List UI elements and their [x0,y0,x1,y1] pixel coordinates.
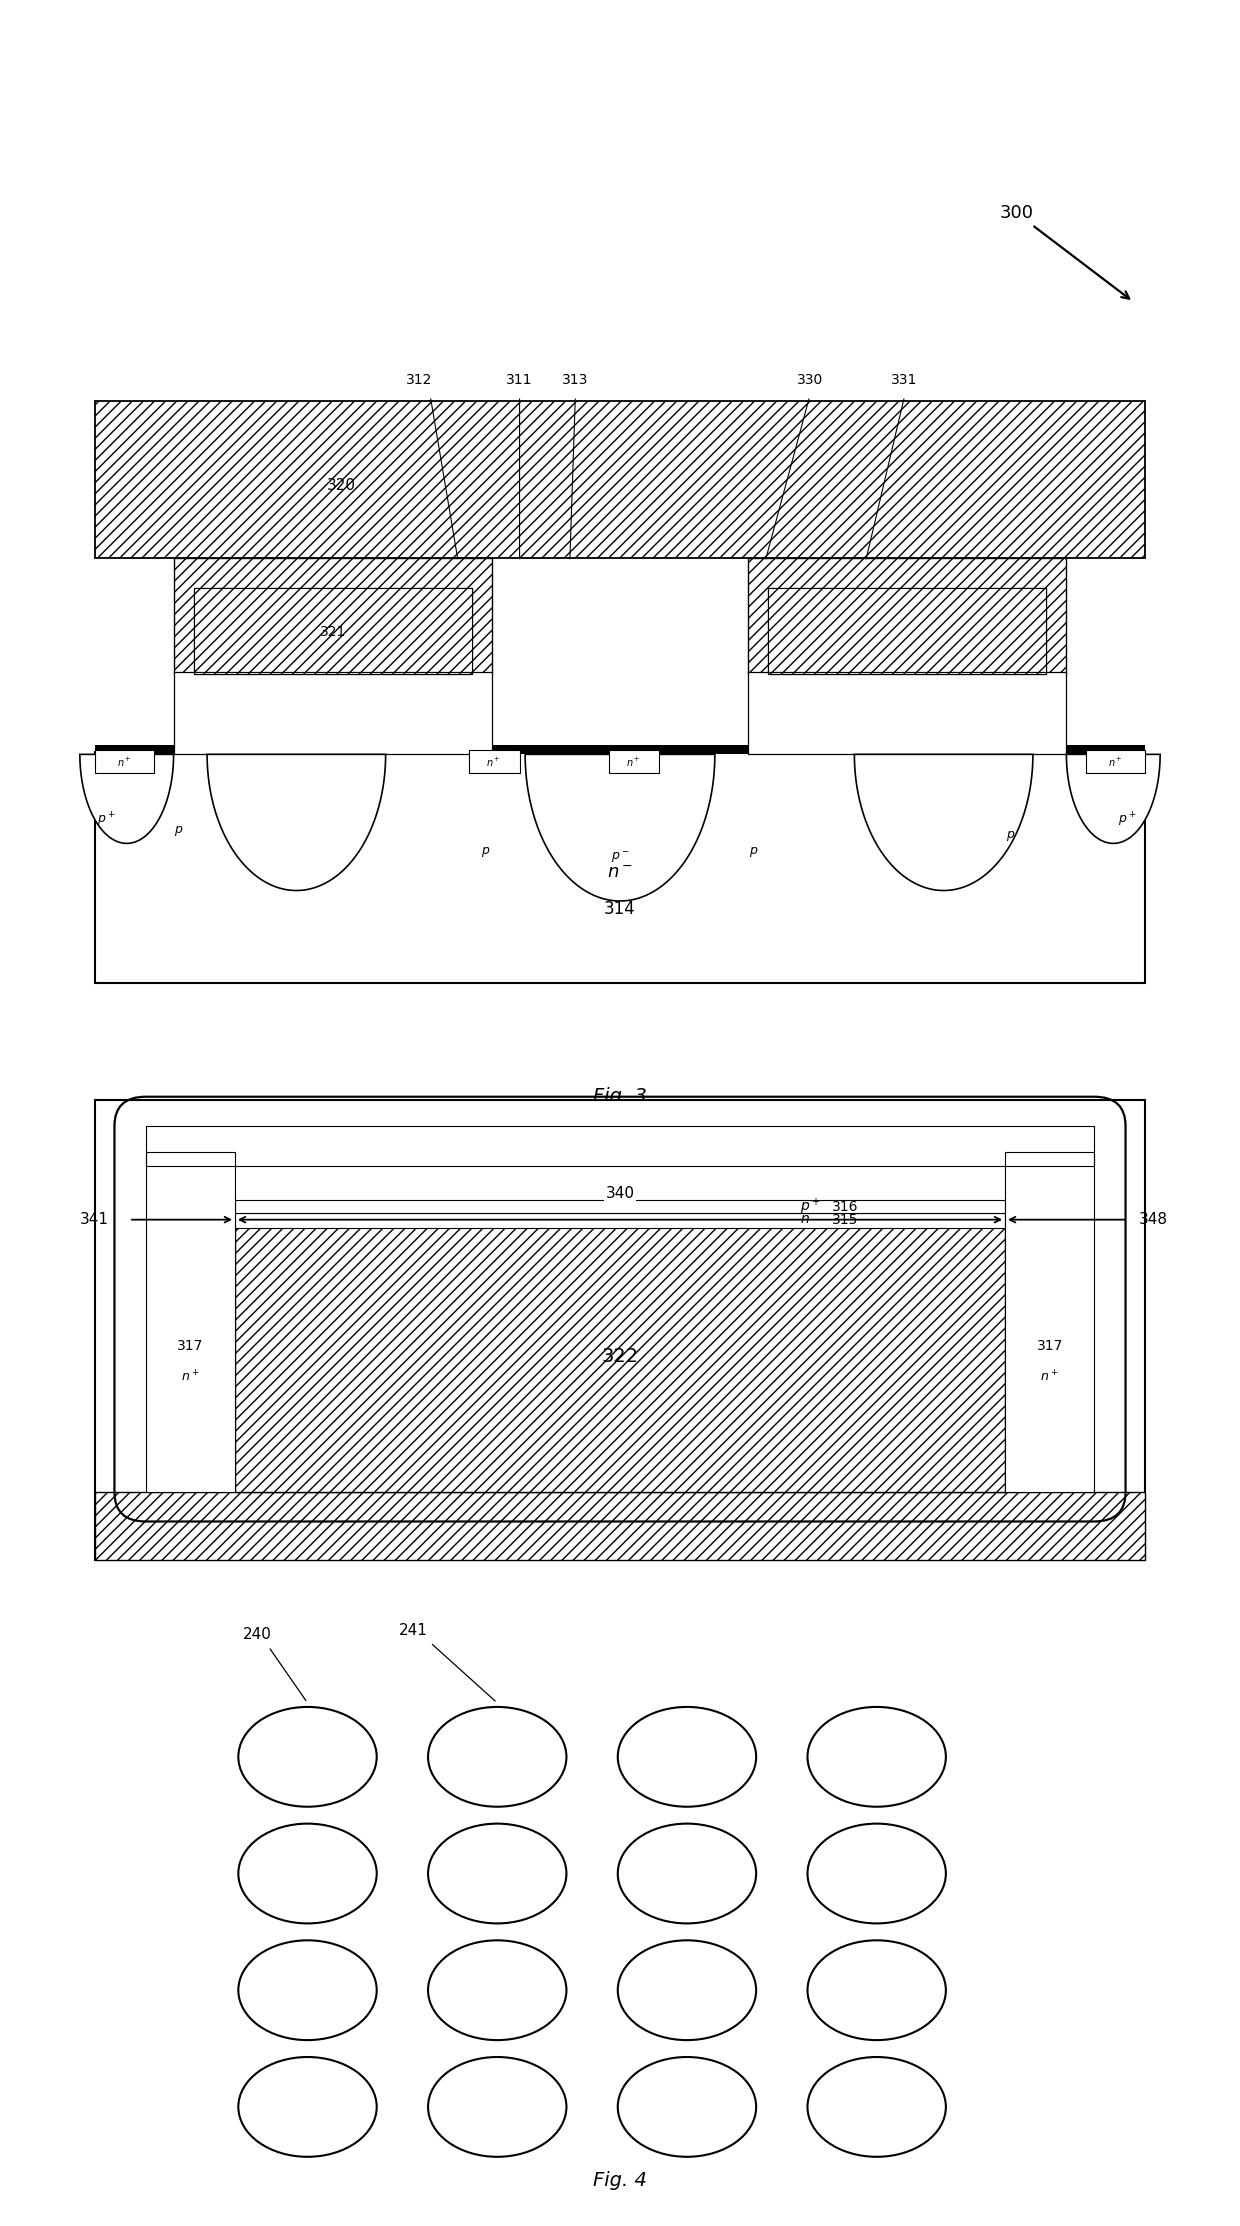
Circle shape [428,2057,567,2157]
Bar [769,588,1047,674]
Text: $n^+$: $n^+$ [486,757,501,770]
Text: 312: 312 [405,372,433,387]
Circle shape [618,2057,756,2157]
Text: 341: 341 [79,1213,109,1227]
Circle shape [238,1941,377,2039]
Bar [193,588,471,674]
Text: 313: 313 [562,372,589,387]
Bar [95,1100,1145,1560]
Text: 314: 314 [604,899,636,919]
Polygon shape [1066,755,1161,844]
Bar [146,1153,236,1491]
Text: 348: 348 [1140,1213,1168,1227]
Text: $p$: $p$ [749,846,759,859]
Bar [1086,750,1145,772]
Polygon shape [79,755,174,844]
Text: $n^+$: $n^+$ [1109,757,1123,770]
Circle shape [618,1941,756,2039]
Text: 321: 321 [320,626,346,639]
Text: 241: 241 [399,1623,428,1638]
Text: 300: 300 [999,205,1130,298]
Bar [174,559,492,674]
Bar [146,1126,1094,1166]
Bar [236,1213,1006,1227]
Circle shape [238,2057,377,2157]
Bar [236,1224,1006,1491]
Text: $n^+$: $n^+$ [117,757,131,770]
Bar [95,401,1145,559]
Circle shape [428,1823,567,1923]
Bar [174,672,492,755]
Bar [769,588,1047,674]
Bar [1004,1153,1095,1491]
Circle shape [807,1823,946,1923]
Text: 240: 240 [243,1627,272,1641]
Text: $p$: $p$ [1006,828,1016,844]
Circle shape [238,1707,377,1808]
Polygon shape [526,755,714,902]
Text: 317: 317 [1037,1338,1063,1353]
Text: $p^+$: $p^+$ [801,1195,821,1218]
Text: Fig. 3: Fig. 3 [593,1089,647,1106]
Text: $n^+$: $n^+$ [626,757,641,770]
Polygon shape [854,755,1033,890]
Circle shape [807,1941,946,2039]
Text: 315: 315 [832,1213,858,1227]
Bar [469,750,520,772]
Bar [609,750,660,772]
Text: $n^-$: $n^-$ [608,864,632,881]
Circle shape [618,1707,756,1808]
Circle shape [618,1823,756,1923]
Text: 317: 317 [177,1338,203,1353]
Text: $p$: $p$ [175,824,184,837]
Text: $n^-$: $n^-$ [800,1213,821,1227]
Bar [95,1491,1145,1560]
Bar [146,1126,1094,1166]
Bar [1004,1153,1095,1491]
Text: 320: 320 [326,479,356,492]
Circle shape [807,1707,946,1808]
Bar [174,672,492,755]
Text: 331: 331 [892,372,918,387]
Bar [749,672,1066,755]
Text: $n^+$: $n^+$ [181,1369,200,1385]
Text: $n^+$: $n^+$ [1040,1369,1059,1385]
Text: 316: 316 [832,1200,858,1213]
Text: 322: 322 [601,1347,639,1367]
Text: 340: 340 [605,1186,635,1200]
Bar [236,1200,1006,1213]
Bar [95,750,154,772]
Text: $p^+$: $p^+$ [1118,810,1137,830]
Text: $p^-$: $p^-$ [610,850,630,864]
Text: 311: 311 [506,372,533,387]
Polygon shape [207,755,386,890]
Text: $p^+$: $p^+$ [97,810,117,830]
Circle shape [238,1823,377,1923]
Bar [95,752,1145,982]
Bar [146,1153,236,1491]
Bar [193,588,471,674]
Bar [749,672,1066,755]
Circle shape [428,1941,567,2039]
Text: 330: 330 [796,372,823,387]
Bar [749,559,1066,674]
Text: Fig. 4: Fig. 4 [593,2170,647,2190]
Bar [95,746,1145,755]
Text: $p$: $p$ [481,846,491,859]
Circle shape [807,2057,946,2157]
Circle shape [428,1707,567,1808]
